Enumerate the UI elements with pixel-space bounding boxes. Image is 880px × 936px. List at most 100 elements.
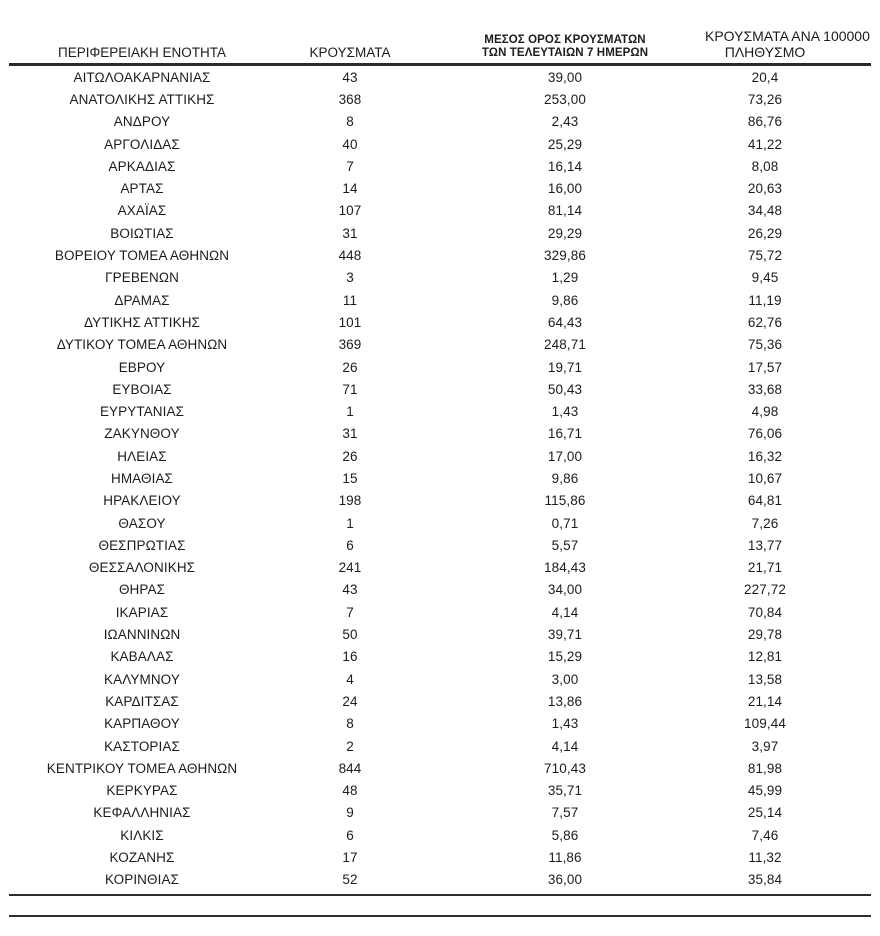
table-row: ΗΡΑΚΛΕΙΟΥ 198 115,86 64,81 (9, 490, 880, 512)
table-row: ΑΧΑΪΑΣ 107 81,14 34,48 (9, 200, 880, 222)
cell-per100k: 7,46 (751, 827, 779, 843)
cell-cases: 43 (342, 69, 358, 85)
cell-avg7: 16,00 (547, 181, 583, 197)
cell-per100k: 109,44 (744, 716, 786, 732)
cell-region: ΘΗΡΑΣ (118, 582, 166, 598)
cell-avg7: 1,43 (551, 716, 579, 732)
cell-cases: 43 (342, 582, 358, 598)
cell-cases: 31 (342, 426, 358, 442)
cell-per100k: 20,4 (751, 69, 779, 85)
cell-per100k: 33,68 (747, 381, 783, 397)
table-row: ΔΥΤΙΚΗΣ ΑΤΤΙΚΗΣ 101 64,43 62,76 (9, 311, 880, 333)
cell-avg7: 4,14 (551, 604, 579, 620)
table-header-row: ΠΕΡΙΦΕΡΕΙΑΚΗ ΕΝΟΤΗΤΑ ΚΡΟΥΣΜΑΤΑ ΜΕΣΟΣ ΟΡΟ… (9, 22, 871, 66)
cell-region: ΕΥΡΥΤΑΝΙΑΣ (99, 404, 185, 420)
cell-region: ΗΡΑΚΛΕΙΟΥ (103, 493, 181, 509)
cell-per100k: 35,84 (747, 872, 783, 888)
table-row: ΑΡΓΟΛΙΔΑΣ 40 25,29 41,22 (9, 133, 880, 155)
cell-cases: 6 (346, 827, 354, 843)
cell-per100k: 62,76 (747, 314, 783, 330)
table-row: ΚΕΡΚΥΡΑΣ 48 35,71 45,99 (9, 780, 880, 802)
cell-avg7: 36,00 (547, 872, 583, 888)
table-row: ΘΑΣΟΥ 1 0,71 7,26 (9, 512, 880, 534)
cell-region: ΑΡΚΑΔΙΑΣ (108, 158, 176, 174)
cell-per100k: 75,72 (747, 248, 783, 264)
table-row: ΚΟΡΙΝΘΙΑΣ 52 36,00 35,84 (9, 869, 880, 891)
cell-per100k: 7,26 (751, 515, 779, 531)
column-header-cases-label: ΚΡΟΥΣΜΑΤΑ (309, 45, 391, 61)
cell-per100k: 10,67 (747, 470, 783, 486)
cell-avg7: 50,43 (547, 381, 583, 397)
cell-avg7: 253,00 (544, 91, 586, 107)
cell-region: ΚΑΛΥΜΝΟΥ (104, 671, 180, 687)
table-row: ΗΜΑΘΙΑΣ 15 9,86 10,67 (9, 467, 880, 489)
cell-region: ΑΧΑΪΑΣ (117, 203, 167, 219)
cell-per100k: 12,81 (747, 649, 783, 665)
cell-cases: 15 (342, 470, 358, 486)
table-row: ΗΛΕΙΑΣ 26 17,00 16,32 (9, 445, 880, 467)
cell-avg7: 248,71 (544, 337, 586, 353)
cell-region: ΔΥΤΙΚΟΥ ΤΟΜΕΑ ΑΘΗΝΩΝ (56, 337, 228, 353)
column-header-avg7-label-line1: ΜΕΣΟΣ ΟΡΟΣ ΚΡΟΥΣΜΑΤΩΝ (484, 33, 646, 46)
cell-per100k: 17,57 (747, 359, 783, 375)
table-body: ΑΙΤΩΛΟΑΚΑΡΝΑΝΙΑΣ 43 39,00 20,4 ΑΝΑΤΟΛΙΚΗΣ ΑΤ… (0, 66, 880, 891)
cell-avg7: 16,14 (547, 158, 583, 174)
cell-region: ΚΕΡΚΥΡΑΣ (106, 783, 178, 799)
cell-region: ΕΒΡΟΥ (118, 359, 166, 375)
cell-cases: 101 (338, 314, 362, 330)
cell-avg7: 5,86 (551, 827, 579, 843)
cell-avg7: 0,71 (551, 515, 579, 531)
cell-cases: 26 (342, 359, 358, 375)
cell-cases: 24 (342, 693, 358, 709)
table-row: ΔΥΤΙΚΟΥ ΤΟΜΕΑ ΑΘΗΝΩΝ 369 248,71 75,36 (9, 334, 880, 356)
cell-cases: 6 (346, 537, 354, 553)
cell-cases: 26 (342, 448, 358, 464)
table-row: ΚΑΛΥΜΝΟΥ 4 3,00 13,58 (9, 668, 880, 690)
cell-region: ΒΟΡΕΙΟΥ ΤΟΜΕΑ ΑΘΗΝΩΝ (54, 248, 230, 264)
cell-region: ΑΙΤΩΛΟΑΚΑΡΝΑΝΙΑΣ (73, 69, 211, 85)
cell-region: ΘΑΣΟΥ (118, 515, 166, 531)
table-row: ΖΑΚΥΝΘΟΥ 31 16,71 76,06 (9, 423, 880, 445)
cell-cases: 50 (342, 627, 358, 643)
cell-cases: 40 (342, 136, 358, 152)
cell-cases: 31 (342, 225, 358, 241)
cell-avg7: 81,14 (547, 203, 583, 219)
cell-cases: 14 (342, 181, 358, 197)
table-row: ΒΟΙΩΤΙΑΣ 31 29,29 26,29 (9, 222, 880, 244)
cell-cases: 16 (342, 649, 358, 665)
table-row: ΑΡΤΑΣ 14 16,00 20,63 (9, 177, 880, 199)
regional-cases-table: ΠΕΡΙΦΕΡΕΙΑΚΗ ΕΝΟΤΗΤΑ ΚΡΟΥΣΜΑΤΑ ΜΕΣΟΣ ΟΡΟ… (0, 22, 880, 891)
table-row: ΔΡΑΜΑΣ 11 9,86 11,19 (9, 289, 880, 311)
cell-region: ΚΑΣΤΟΡΙΑΣ (104, 738, 180, 754)
table-row: ΕΒΡΟΥ 26 19,71 17,57 (9, 356, 880, 378)
cell-avg7: 710,43 (544, 760, 586, 776)
cell-per100k: 26,29 (747, 225, 783, 241)
table-row: ΚΕΝΤΡΙΚΟΥ ΤΟΜΕΑ ΑΘΗΝΩΝ 844 710,43 81,98 (9, 757, 880, 779)
cell-cases: 107 (338, 203, 362, 219)
cell-cases: 2 (346, 738, 354, 754)
cell-region: ΔΡΑΜΑΣ (114, 292, 170, 308)
cell-cases: 369 (338, 337, 362, 353)
cell-avg7: 16,71 (547, 426, 583, 442)
cell-cases: 48 (342, 783, 358, 799)
cell-per100k: 70,84 (747, 604, 783, 620)
cell-per100k: 75,36 (747, 337, 783, 353)
cell-region: ΚΑΡΠΑΘΟΥ (104, 716, 180, 732)
cell-avg7: 35,71 (547, 783, 583, 799)
cell-avg7: 39,71 (547, 627, 583, 643)
cell-avg7: 9,86 (551, 470, 579, 486)
table-row: ΓΡΕΒΕΝΩΝ 3 1,29 9,45 (9, 267, 880, 289)
table-row: ΙΚΑΡΙΑΣ 7 4,14 70,84 (9, 601, 880, 623)
cell-avg7: 329,86 (544, 248, 586, 264)
table-row: ΚΟΖΑΝΗΣ 17 11,86 11,32 (9, 846, 880, 868)
cell-avg7: 7,57 (551, 805, 579, 821)
cell-region: ΙΚΑΡΙΑΣ (115, 604, 169, 620)
cell-per100k: 9,45 (751, 270, 779, 286)
cell-per100k: 25,14 (747, 805, 783, 821)
table-bottom-rule (9, 894, 871, 896)
column-header-avg7: ΜΕΣΟΣ ΟΡΟΣ ΚΡΟΥΣΜΑΤΩΝ ΤΩΝ ΤΕΛΕΥΤΑΙΩΝ 7 Η… (425, 34, 705, 61)
cell-region: ΒΟΙΩΤΙΑΣ (110, 225, 174, 241)
table-row: ΘΗΡΑΣ 43 34,00 227,72 (9, 579, 880, 601)
cell-region: ΘΕΣΠΡΩΤΙΑΣ (98, 537, 186, 553)
column-header-per100k-label-line2: ΠΛΗΘΥΣΜΟ (724, 44, 806, 61)
